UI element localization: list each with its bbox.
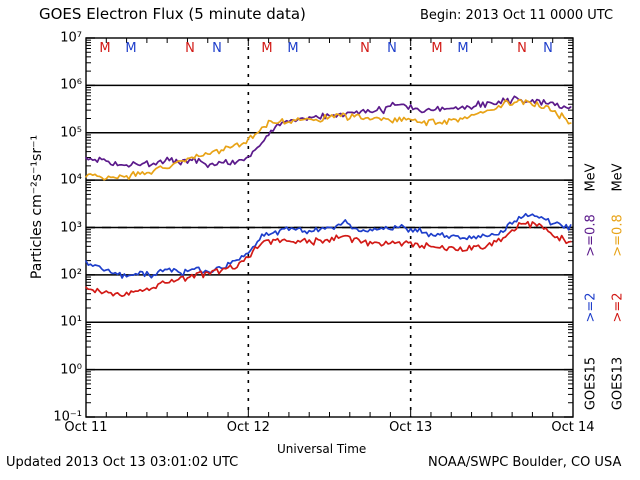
data-series-group xyxy=(85,95,572,298)
flag-marker-m: M xyxy=(287,41,299,56)
chart-title: GOES Electron Flux (5 minute data) xyxy=(39,5,306,23)
updated-timestamp: Updated 2013 Oct 13 03:01:02 UTC xyxy=(6,455,239,470)
y-tick-label: 10¹ xyxy=(60,314,82,330)
legend-unit: MeV xyxy=(610,163,626,192)
flag-marker-m: M xyxy=(261,41,273,56)
legend-energy-08mev: >=0.8 xyxy=(610,214,626,257)
x-tick-label: Oct 12 xyxy=(226,420,270,435)
flag-marker-n: N xyxy=(185,41,195,56)
y-tick-label: 10² xyxy=(60,267,82,283)
series-line xyxy=(85,95,572,169)
minor-ticks xyxy=(85,37,574,418)
legend-energy-2mev: >=2 xyxy=(583,292,599,323)
series-line xyxy=(85,220,572,298)
flag-marker-m: M xyxy=(125,41,137,56)
legend-column-goes15: GOES15 >=2 >=0.8 MeV xyxy=(578,148,604,412)
series-line xyxy=(85,99,572,181)
y-tick-label: 10⁰ xyxy=(60,362,82,378)
y-axis-tick-labels: 10⁷ 10⁶ 10⁵ 10⁴ 10³ 10² 10¹ 10⁰ 10⁻¹ xyxy=(0,0,82,480)
legend-satellite: GOES15 xyxy=(583,356,599,411)
agency-credit: NOAA/SWPC Boulder, CO USA xyxy=(428,455,622,470)
y-tick-label: 10⁷ xyxy=(60,30,82,46)
y-tick-label: 10³ xyxy=(60,220,82,235)
y-tick-label: 10⁶ xyxy=(60,77,82,93)
legend-energy-08mev: >=0.8 xyxy=(583,214,599,257)
flag-marker-n: N xyxy=(387,41,397,56)
x-tick-label: Oct 14 xyxy=(551,420,595,435)
x-tick-label: Oct 13 xyxy=(389,420,433,435)
legend-unit: MeV xyxy=(583,163,599,192)
y-tick-label: 10⁻¹ xyxy=(53,409,82,425)
flag-marker-m: M xyxy=(457,41,469,56)
legend: GOES15 >=2 >=0.8 MeV GOES13 >=2 >=0.8 MeV xyxy=(578,148,636,412)
y-tick-label: 10⁴ xyxy=(60,172,82,188)
legend-energy-2mev: >=2 xyxy=(610,292,626,323)
begin-time-label: Begin: 2013 Oct 11 0000 UTC xyxy=(420,8,614,23)
legend-satellite: GOES13 xyxy=(610,356,626,411)
series-line xyxy=(85,212,572,279)
flag-marker-m: M xyxy=(431,41,443,56)
legend-column-goes13: GOES13 >=2 >=0.8 MeV xyxy=(605,148,631,412)
x-tick-label: Oct 11 xyxy=(64,420,108,435)
x-axis-title: Universal Time xyxy=(277,442,367,456)
flag-marker-m: M xyxy=(99,41,111,56)
flag-marker-n: N xyxy=(360,41,370,56)
y-tick-label: 10⁵ xyxy=(60,125,82,141)
flag-marker-n: N xyxy=(543,41,553,56)
flag-marker-n: N xyxy=(517,41,527,56)
flag-marker-n: N xyxy=(212,41,222,56)
